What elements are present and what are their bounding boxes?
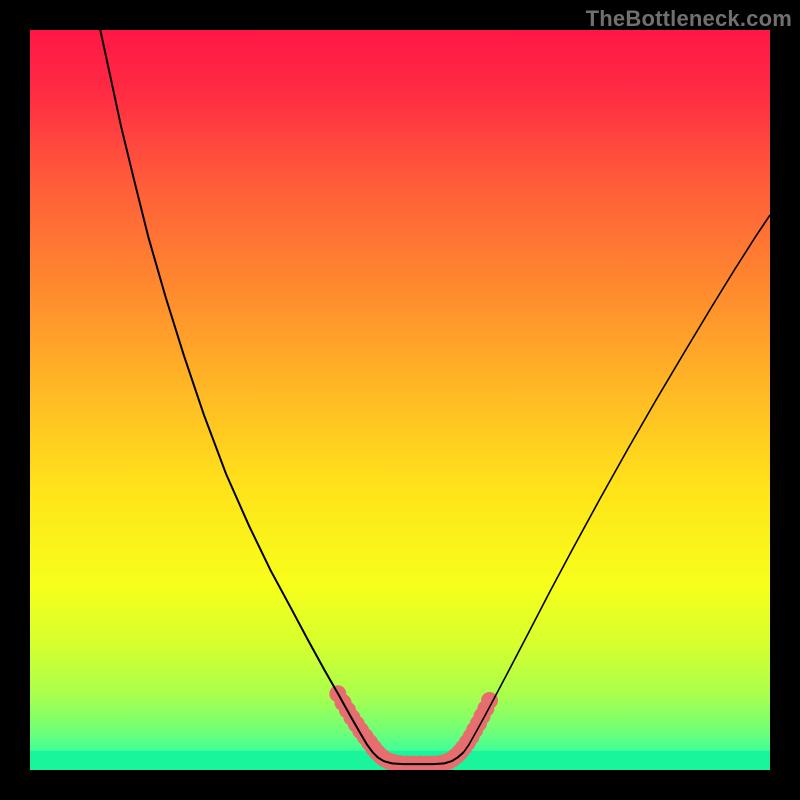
right-curve [464,215,770,752]
plot-area [30,30,770,770]
canvas: TheBottleneck.com [0,0,800,800]
highlight-markers [329,685,498,770]
left-curve [100,30,463,764]
curves-layer [30,30,770,770]
watermark-text: TheBottleneck.com [586,6,792,32]
